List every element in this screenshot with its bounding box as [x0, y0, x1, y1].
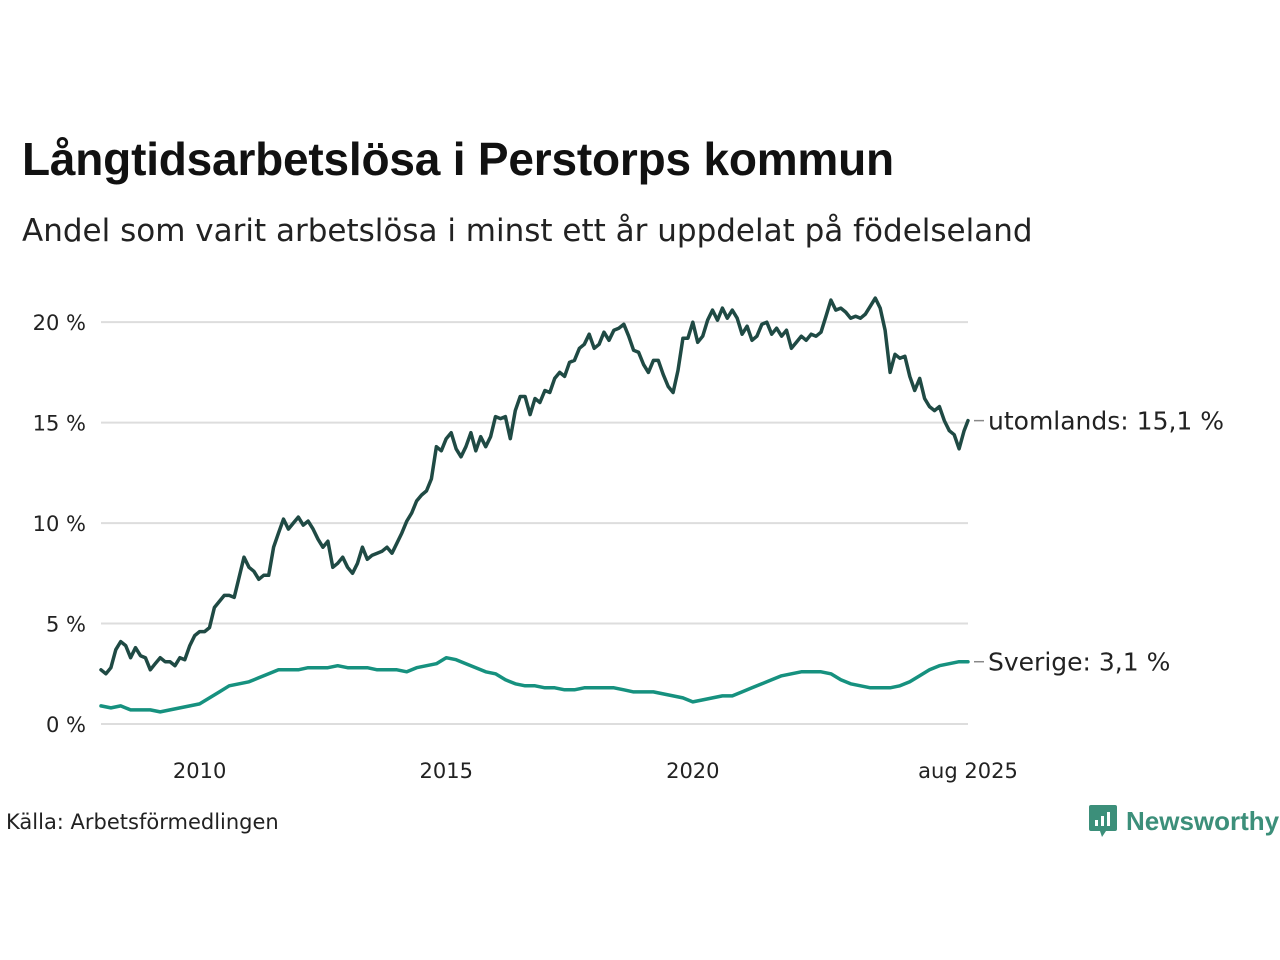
chart-subtitle: Andel som varit arbetslösa i minst ett å…	[22, 213, 1033, 249]
series-lines	[99, 296, 970, 714]
x-tick-label: 2010	[173, 759, 226, 783]
y-tick-label: 0 %	[46, 713, 86, 737]
x-tick-label: 2015	[419, 759, 472, 783]
series-end-labels: utomlands: 15,1 % Sverige: 3,1 %	[974, 407, 1224, 677]
end-label-sverige: Sverige: 3,1 %	[988, 648, 1170, 677]
newsworthy-logo-icon	[1089, 805, 1117, 837]
y-tick-label: 20 %	[33, 311, 86, 335]
y-axis-tick-labels: 0 % 5 % 10 % 15 % 20 %	[33, 311, 86, 737]
x-tick-label: aug 2025	[918, 759, 1018, 783]
x-axis-tick-labels: 2010 2015 2020 aug 2025	[173, 759, 1018, 783]
x-tick-label: 2020	[666, 759, 719, 783]
y-tick-label: 10 %	[33, 512, 86, 536]
series-line-sverige	[99, 655, 970, 714]
y-tick-label: 15 %	[33, 412, 86, 436]
grid-lines	[101, 321, 968, 725]
end-label-utomlands: utomlands: 15,1 %	[988, 407, 1224, 436]
series-line-utomlands	[99, 296, 970, 676]
chart-title: Långtidsarbetslösa i Perstorps kommun	[22, 133, 894, 185]
y-tick-label: 5 %	[46, 613, 86, 637]
newsworthy-logo-text: Newsworthy	[1126, 805, 1280, 836]
newsworthy-logo: Newsworthy	[1088, 803, 1279, 839]
source-note: Källa: Arbetsförmedlingen	[6, 810, 279, 834]
